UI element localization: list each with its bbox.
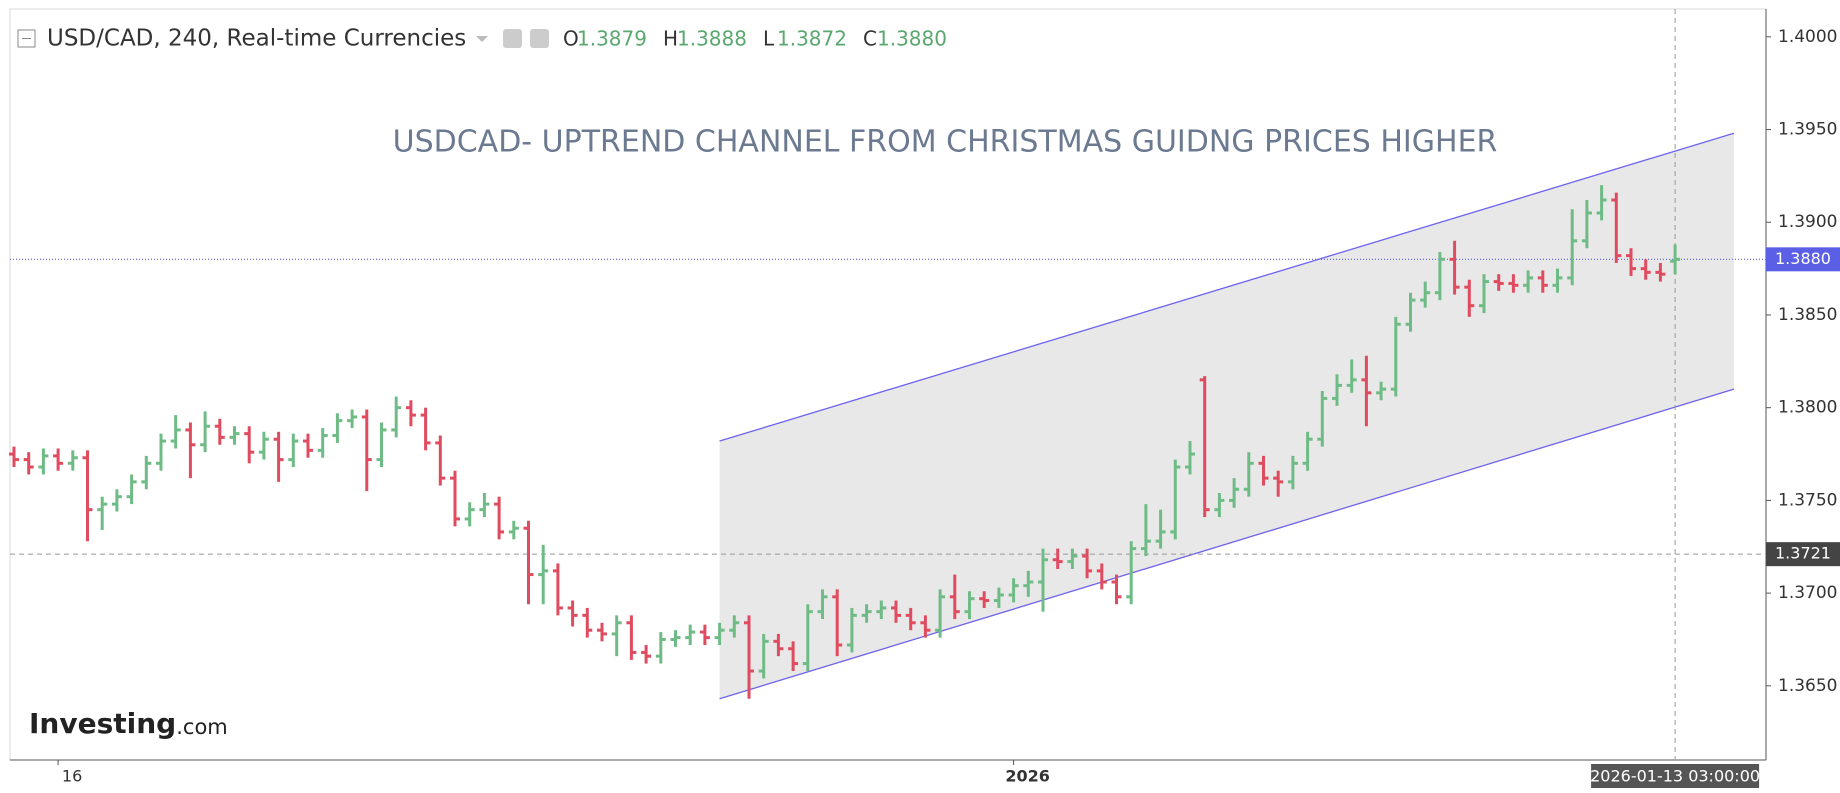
crosshair-y-label: 1.3721 xyxy=(1775,544,1831,563)
ohlc-value: 1.3872 xyxy=(777,27,847,51)
y-tick-label: 1.3950 xyxy=(1778,120,1837,140)
x-tick-label: 2026 xyxy=(1005,767,1050,786)
ohlc-value: 1.3888 xyxy=(677,27,747,51)
y-tick-label: 1.3850 xyxy=(1778,305,1837,325)
price-badge-label: 1.3880 xyxy=(1775,249,1831,268)
y-tick-label: 1.3650 xyxy=(1778,676,1837,696)
channel-lower xyxy=(719,388,1735,700)
y-tick-label: 1.4000 xyxy=(1778,27,1837,47)
symbol-title: USD/CAD, 240, Real-time Currencies xyxy=(47,26,466,52)
settings-icon[interactable] xyxy=(530,29,549,48)
y-tick-label: 1.3750 xyxy=(1778,490,1837,510)
ohlc-key: L xyxy=(763,27,775,51)
logo-suffix: .com xyxy=(176,715,228,739)
crosshair-x-badge xyxy=(1591,764,1760,788)
collapse-button[interactable] xyxy=(17,29,36,48)
ohlc-value: 1.3880 xyxy=(877,27,947,51)
annotation: USDCAD- UPTREND CHANNEL FROM CHRISTMAS G… xyxy=(393,125,1498,160)
dropdown-arrow[interactable] xyxy=(476,36,488,42)
logo: Investing xyxy=(29,707,176,740)
y-tick-label: 1.3700 xyxy=(1778,583,1837,603)
eye-icon[interactable] xyxy=(503,29,522,48)
ohlc-value: 1.3879 xyxy=(577,27,647,51)
ohlc-key: O xyxy=(563,27,579,51)
channel-upper xyxy=(719,132,1735,442)
ohlc-key: C xyxy=(863,27,877,51)
channel-fill xyxy=(719,133,1734,699)
x-tick-label: 16 xyxy=(62,767,82,786)
crosshair-x-label: 2026-01-13 03:00:00 xyxy=(1590,767,1760,786)
crosshair-y-badge xyxy=(1766,542,1840,567)
y-tick-label: 1.3900 xyxy=(1778,212,1837,232)
price-badge xyxy=(1766,247,1840,272)
y-tick-label: 1.3800 xyxy=(1778,398,1837,418)
ohlc-key: H xyxy=(663,27,678,51)
